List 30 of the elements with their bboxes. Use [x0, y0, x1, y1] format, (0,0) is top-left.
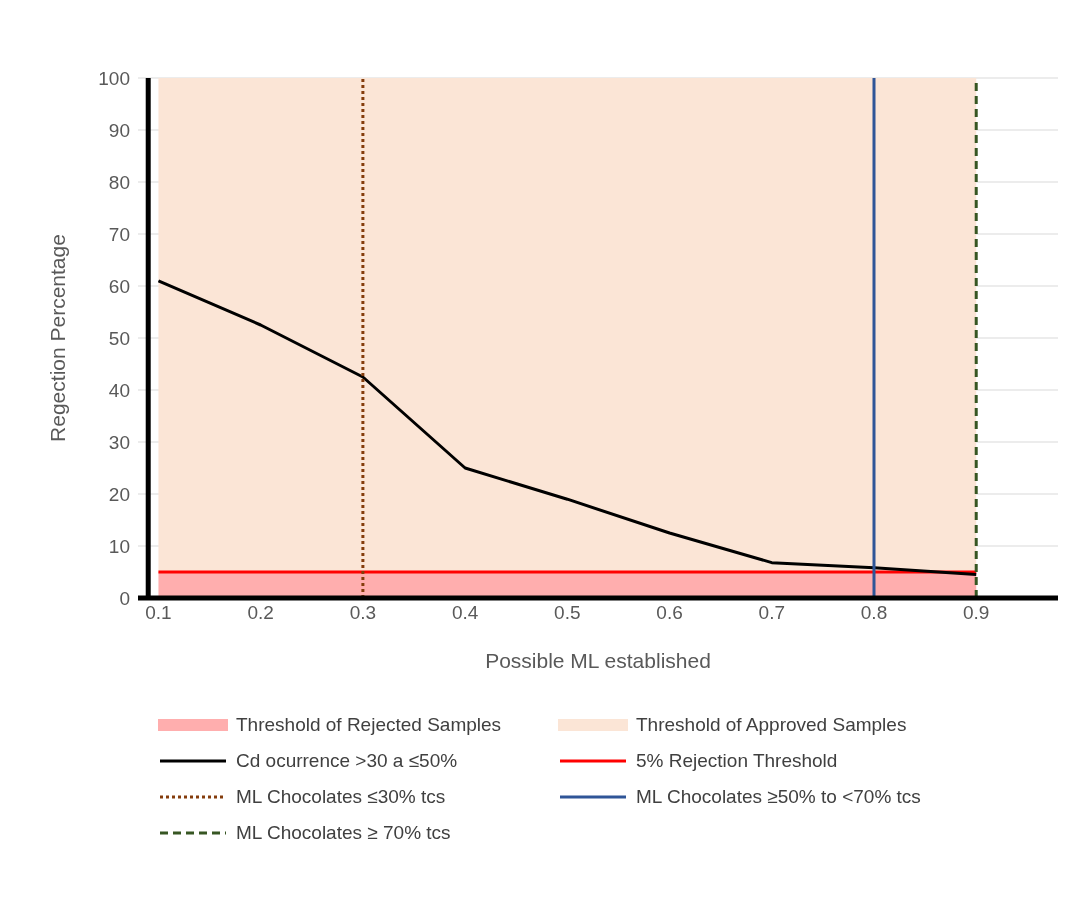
y-tick-label: 50: [108, 327, 130, 349]
x-tick-label: 0.5: [554, 602, 581, 624]
y-tick-label: 90: [108, 119, 130, 141]
y-axis-title: Regection Percentage: [46, 234, 70, 442]
x-tick-label: 0.8: [860, 602, 888, 624]
x-tick-label: 0.9: [963, 602, 990, 624]
x-tick-label: 0.2: [247, 602, 274, 624]
y-tick-label: 80: [108, 171, 130, 193]
x-tick-label: 0.6: [656, 602, 683, 624]
y-tick-label: 60: [108, 275, 130, 297]
y-tick-label: 0: [119, 587, 130, 609]
y-tick-label: 70: [108, 223, 130, 245]
legend-label: ML Chocolates ≤30% tcs: [236, 786, 446, 808]
x-tick-label: 0.7: [758, 602, 785, 624]
legend-label: Cd ocurrence >30 a ≤50%: [236, 750, 458, 772]
legend-label: ML Chocolates ≥ 70% tcs: [236, 822, 451, 844]
y-tick-label: 10: [108, 535, 130, 557]
x-axis-title: Possible ML established: [485, 649, 711, 672]
legend-label: Threshold of Approved Samples: [636, 714, 907, 736]
legend-label: ML Chocolates ≥50% to <70% tcs: [636, 786, 921, 808]
x-tick-label: 0.3: [349, 602, 377, 624]
y-tick-label: 20: [108, 483, 130, 505]
y-tick-label: 100: [98, 67, 130, 89]
x-tick-label: 0.4: [451, 602, 479, 624]
y-tick-label: 30: [108, 431, 130, 453]
legend-label: Threshold of Rejected Samples: [236, 714, 502, 736]
legend-label: 5% Rejection Threshold: [636, 750, 838, 772]
x-tick-label: 0.1: [145, 602, 172, 624]
line-series: [156, 279, 978, 577]
y-tick-label: 40: [108, 379, 130, 401]
